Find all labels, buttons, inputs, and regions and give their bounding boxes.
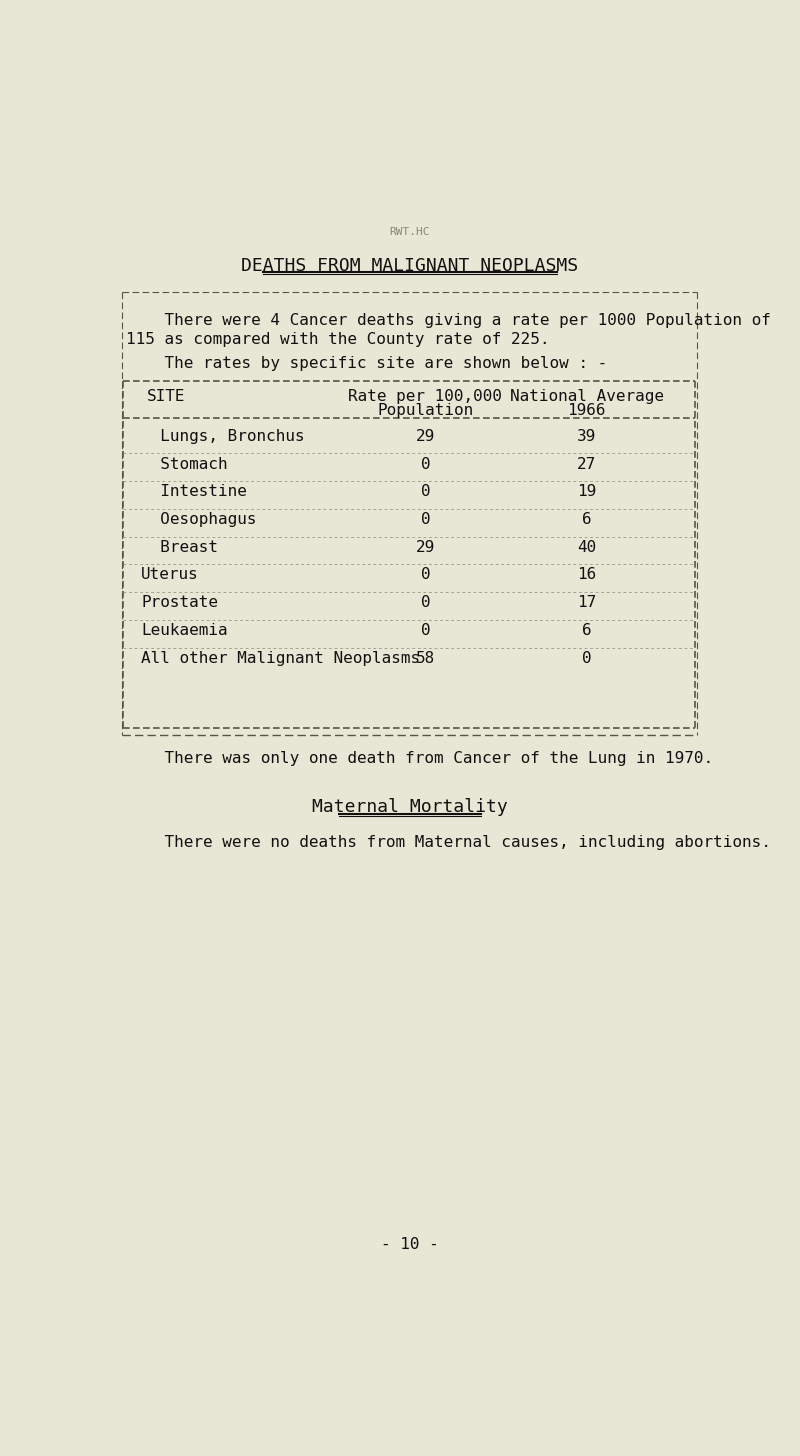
Text: There were no deaths from Maternal causes, including abortions.: There were no deaths from Maternal cause… [126, 836, 770, 850]
Text: 0: 0 [582, 651, 591, 665]
Text: 0: 0 [421, 568, 430, 582]
Text: Stomach: Stomach [141, 457, 228, 472]
Text: 6: 6 [582, 513, 591, 527]
Text: 0: 0 [421, 596, 430, 610]
Text: Intestine: Intestine [141, 485, 247, 499]
Text: 0: 0 [421, 623, 430, 638]
Text: There were 4 Cancer deaths giving a rate per 1000 Population of: There were 4 Cancer deaths giving a rate… [126, 313, 770, 328]
Text: Breast: Breast [141, 540, 218, 555]
Text: 40: 40 [577, 540, 596, 555]
Text: 0: 0 [421, 485, 430, 499]
Text: - 10 -: - 10 - [381, 1238, 439, 1252]
Text: DEATHS FROM MALIGNANT NEOPLASMS: DEATHS FROM MALIGNANT NEOPLASMS [242, 258, 578, 275]
Text: SITE: SITE [146, 389, 185, 403]
Text: 1966: 1966 [567, 403, 606, 418]
Text: 17: 17 [577, 596, 596, 610]
Text: 0: 0 [421, 513, 430, 527]
Text: 6: 6 [582, 623, 591, 638]
Text: 29: 29 [416, 540, 435, 555]
Text: 16: 16 [577, 568, 596, 582]
Text: Oesophagus: Oesophagus [141, 513, 257, 527]
Text: Prostate: Prostate [141, 596, 218, 610]
Text: All other Malignant Neoplasms: All other Malignant Neoplasms [141, 651, 420, 665]
Text: 39: 39 [577, 430, 596, 444]
Text: 19: 19 [577, 485, 596, 499]
Text: Uterus: Uterus [141, 568, 199, 582]
Text: The rates by specific site are shown below : -: The rates by specific site are shown bel… [126, 355, 607, 371]
Text: 115 as compared with the County rate of 225.: 115 as compared with the County rate of … [126, 332, 549, 347]
Text: 29: 29 [416, 430, 435, 444]
Text: Lungs, Bronchus: Lungs, Bronchus [141, 430, 305, 444]
Text: RWT.HC: RWT.HC [390, 227, 430, 237]
Text: Population: Population [378, 403, 474, 418]
Text: 27: 27 [577, 457, 596, 472]
Text: Maternal Mortality: Maternal Mortality [312, 798, 508, 817]
Text: 58: 58 [416, 651, 435, 665]
Text: Rate per 100,000: Rate per 100,000 [349, 389, 502, 403]
Text: 0: 0 [421, 457, 430, 472]
Text: There was only one death from Cancer of the Lung in 1970.: There was only one death from Cancer of … [126, 751, 713, 766]
Text: National Average: National Average [510, 389, 664, 403]
Text: Leukaemia: Leukaemia [141, 623, 228, 638]
